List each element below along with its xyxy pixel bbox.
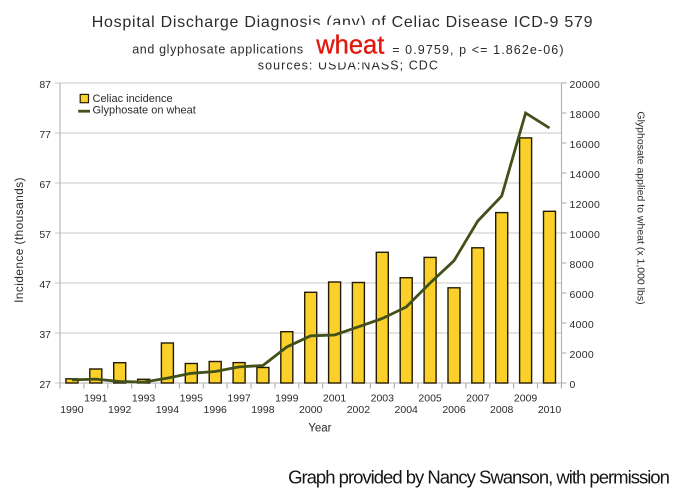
svg-text:0: 0 <box>570 379 576 391</box>
svg-text:Hospital Discharge Diagnosis (: Hospital Discharge Diagnosis (any) of Ce… <box>92 14 593 31</box>
svg-text:4000: 4000 <box>570 319 595 331</box>
svg-text:8000: 8000 <box>570 259 595 271</box>
svg-text:1998: 1998 <box>251 404 275 416</box>
svg-text:Year: Year <box>308 422 331 434</box>
svg-text:2010: 2010 <box>538 404 562 416</box>
svg-text:1997: 1997 <box>227 393 251 405</box>
svg-text:Glyphosate applied to wheat (x: Glyphosate applied to wheat (x 1,000 lbs… <box>634 111 646 304</box>
svg-text:14000: 14000 <box>570 169 601 181</box>
svg-text:2005: 2005 <box>418 393 442 405</box>
svg-text:2000: 2000 <box>299 404 323 416</box>
svg-text:sources: USDA:NASS; CDC: sources: USDA:NASS; CDC <box>258 59 439 73</box>
svg-text:wheat: wheat <box>315 32 384 60</box>
svg-text:10000: 10000 <box>570 229 601 241</box>
svg-text:87: 87 <box>39 79 51 91</box>
svg-text:27: 27 <box>39 379 51 391</box>
svg-text:20000: 20000 <box>570 79 601 91</box>
svg-text:Glyphosate on wheat: Glyphosate on wheat <box>93 105 196 117</box>
svg-text:67: 67 <box>39 179 51 191</box>
svg-text:Incidence (thousands): Incidence (thousands) <box>12 177 26 303</box>
svg-text:1994: 1994 <box>156 404 180 416</box>
svg-text:77: 77 <box>39 129 51 141</box>
svg-text:1993: 1993 <box>132 393 156 405</box>
svg-text:6000: 6000 <box>570 289 595 301</box>
svg-text:1999: 1999 <box>275 393 299 405</box>
svg-text:1992: 1992 <box>108 404 132 416</box>
svg-text:2002: 2002 <box>347 404 371 416</box>
svg-text:1991: 1991 <box>84 393 108 405</box>
svg-text:47: 47 <box>39 279 51 291</box>
svg-text:1990: 1990 <box>60 404 84 416</box>
svg-text:18000: 18000 <box>570 109 601 121</box>
svg-text:2004: 2004 <box>395 404 419 416</box>
svg-text:2008: 2008 <box>490 404 514 416</box>
svg-text:16000: 16000 <box>570 139 601 151</box>
svg-text:1995: 1995 <box>180 393 204 405</box>
svg-text:2007: 2007 <box>466 393 490 405</box>
svg-text:57: 57 <box>39 229 51 241</box>
svg-text:1996: 1996 <box>204 404 228 416</box>
svg-text:2003: 2003 <box>371 393 395 405</box>
svg-text:2006: 2006 <box>442 404 466 416</box>
svg-text:2000: 2000 <box>570 349 595 361</box>
svg-text:Graph provided by Nancy Swanso: Graph provided by Nancy Swanson, with pe… <box>288 466 669 487</box>
svg-text:2001: 2001 <box>323 393 347 405</box>
svg-text:Celiac incidence: Celiac incidence <box>93 93 173 105</box>
svg-text:2009: 2009 <box>514 393 538 405</box>
svg-text:12000: 12000 <box>570 199 601 211</box>
svg-text:37: 37 <box>39 329 51 341</box>
svg-text:= 0.9759, p <= 1.862e-06): = 0.9759, p <= 1.862e-06) <box>392 43 564 57</box>
